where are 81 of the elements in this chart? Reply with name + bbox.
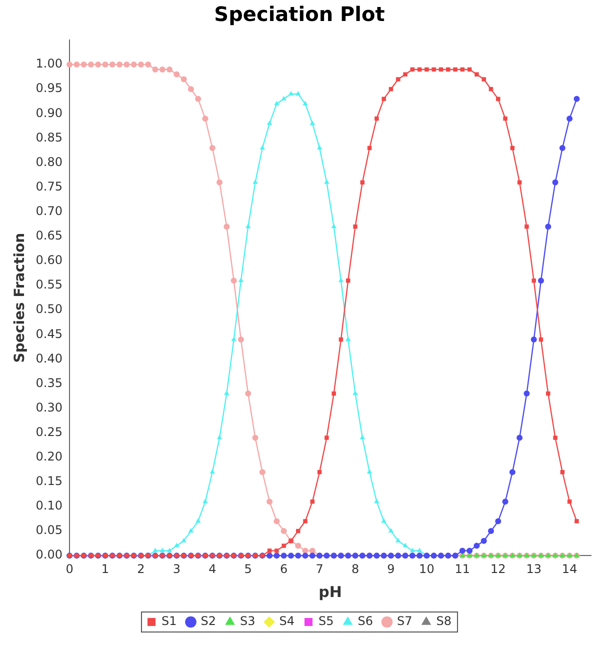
point [274, 100, 280, 106]
y-tick-label: 0.50 [36, 302, 63, 316]
legend-label: S3 [240, 614, 256, 628]
point [252, 179, 258, 184]
x-tick-label: 12 [490, 562, 506, 576]
legend-label: S1 [161, 614, 177, 628]
point [310, 120, 315, 125]
point [210, 469, 215, 474]
y-tick-label: 0.25 [36, 424, 63, 439]
point [260, 145, 265, 150]
point [396, 538, 401, 542]
legend-label: S7 [397, 614, 412, 628]
y-tick-label: 0.15 [36, 474, 63, 488]
x-tick-label: 9 [387, 562, 395, 576]
y-tick-label: 0.75 [36, 179, 63, 194]
point [302, 100, 308, 106]
x-tick-label: 6 [280, 562, 288, 576]
point [288, 91, 294, 96]
y-tick-label: 0.60 [36, 253, 63, 268]
x-axis-title: pH [318, 582, 342, 601]
x-tick-label: 11 [454, 562, 470, 576]
point [374, 498, 380, 504]
point [416, 548, 422, 552]
y-tick-label: 0.35 [36, 376, 63, 390]
x-tick-label: 7 [316, 562, 324, 576]
point [174, 542, 180, 548]
y-tick-label: 0.30 [36, 400, 63, 414]
point [281, 96, 286, 100]
point [331, 224, 336, 228]
x-tick-label: 1 [101, 562, 110, 576]
point [352, 390, 358, 396]
point [216, 434, 222, 440]
y-tick-label: 0.55 [36, 278, 63, 292]
point [224, 390, 230, 396]
x-tick-label: 2 [137, 562, 145, 576]
point [181, 538, 186, 542]
y-tick-label: 0.70 [36, 204, 63, 218]
x-tick-label: 0 [66, 562, 74, 576]
point [202, 498, 208, 504]
point [410, 548, 416, 552]
point [238, 278, 244, 282]
x-tick-label: 8 [351, 562, 360, 576]
y-tick-label: 0.00 [36, 548, 63, 562]
point [324, 179, 330, 184]
point [338, 278, 344, 282]
y-tick-label: 0.90 [36, 106, 63, 120]
y-tick-label: 0.95 [36, 81, 63, 96]
y-tick-label: 0.45 [36, 326, 63, 341]
point [188, 528, 194, 533]
point [166, 548, 172, 552]
chart-title: Speciation Plot [214, 2, 386, 26]
point [152, 548, 158, 552]
point [402, 542, 408, 548]
point [346, 336, 351, 342]
point [366, 469, 372, 474]
x-tick-label: 4 [208, 562, 216, 576]
point [231, 336, 236, 342]
legend-label: S6 [358, 614, 374, 628]
x-tick-label: 14 [562, 562, 578, 576]
y-tick-label: 0.05 [36, 523, 63, 538]
x-tick-label: 5 [244, 562, 252, 576]
y-tick-label: 0.20 [36, 450, 63, 464]
legend-label: S4 [279, 614, 295, 628]
y-axis-title: Species Fraction [12, 232, 28, 363]
x-tick-label: 3 [172, 562, 180, 576]
y-tick-label: 1.00 [36, 56, 63, 71]
y-tick-label: 0.85 [36, 130, 63, 144]
y-tick-label: 0.65 [36, 228, 63, 243]
point [266, 120, 272, 125]
x-tick-label: 10 [419, 562, 434, 576]
point [388, 528, 394, 533]
legend-label: S2 [200, 614, 216, 628]
y-tick-label: 0.10 [36, 498, 63, 513]
y-tick-label: 0.80 [36, 154, 63, 169]
y-tick-label: 0.40 [36, 351, 63, 366]
point [296, 91, 301, 96]
legend-label: S8 [436, 614, 452, 628]
point [316, 145, 322, 150]
legend-label: S5 [318, 614, 334, 628]
point [246, 224, 251, 228]
x-tick-label: 13 [526, 562, 542, 576]
